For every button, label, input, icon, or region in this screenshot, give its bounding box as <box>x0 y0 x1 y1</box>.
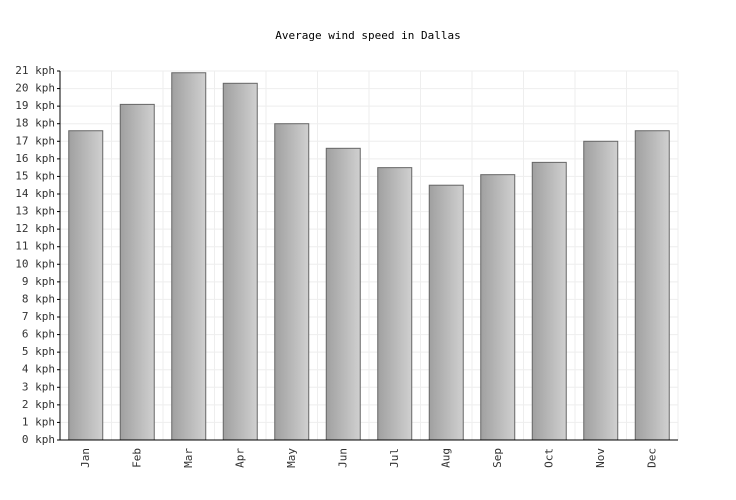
y-tick-label: 15 kph <box>15 169 55 182</box>
y-tick-label: 11 kph <box>15 240 55 253</box>
x-tick-label: Dec <box>645 448 658 468</box>
x-tick-label: Jul <box>388 448 401 468</box>
y-tick-label: 14 kph <box>15 187 55 200</box>
x-tick-label: Nov <box>594 448 607 468</box>
x-tick-label: Jun <box>336 448 349 468</box>
bar <box>68 130 104 441</box>
y-tick-label: 2 kph <box>22 398 55 411</box>
y-tick-label: 1 kph <box>22 415 55 428</box>
bar <box>377 167 413 441</box>
bar <box>222 82 258 441</box>
x-tick-label: Mar <box>182 448 195 468</box>
bar <box>531 161 567 441</box>
x-tick-label: May <box>285 448 298 468</box>
bar <box>480 174 516 441</box>
bar <box>428 184 464 441</box>
chart-title: Average wind speed in Dallas <box>275 29 460 42</box>
bar <box>119 103 155 441</box>
x-tick-label: Oct <box>542 448 555 468</box>
y-tick-label: 0 kph <box>22 433 55 446</box>
y-tick-label: 3 kph <box>22 380 55 393</box>
y-tick-label: 20 kph <box>15 82 55 95</box>
y-tick-label: 7 kph <box>22 310 55 323</box>
x-tick-label: Feb <box>130 448 143 468</box>
y-tick-label: 8 kph <box>22 292 55 305</box>
bar <box>325 147 361 441</box>
x-tick-label: Aug <box>439 448 452 468</box>
y-tick-label: 6 kph <box>22 328 55 341</box>
x-tick-label: Jan <box>79 448 92 468</box>
y-tick-label: 19 kph <box>15 99 55 112</box>
bar <box>171 72 207 441</box>
y-tick-label: 13 kph <box>15 205 55 218</box>
y-tick-label: 16 kph <box>15 152 55 165</box>
x-tick-label: Apr <box>233 448 246 468</box>
y-tick-label: 18 kph <box>15 117 55 130</box>
bar <box>274 123 310 441</box>
y-tick-label: 5 kph <box>22 345 55 358</box>
bar <box>634 130 670 441</box>
y-tick-label: 21 kph <box>15 64 55 77</box>
bar <box>583 140 619 441</box>
y-tick-label: 10 kph <box>15 257 55 270</box>
y-tick-label: 17 kph <box>15 134 55 147</box>
y-tick-label: 12 kph <box>15 222 55 235</box>
y-tick-label: 4 kph <box>22 363 55 376</box>
y-tick-label: 9 kph <box>22 275 55 288</box>
x-tick-label: Sep <box>491 448 504 468</box>
